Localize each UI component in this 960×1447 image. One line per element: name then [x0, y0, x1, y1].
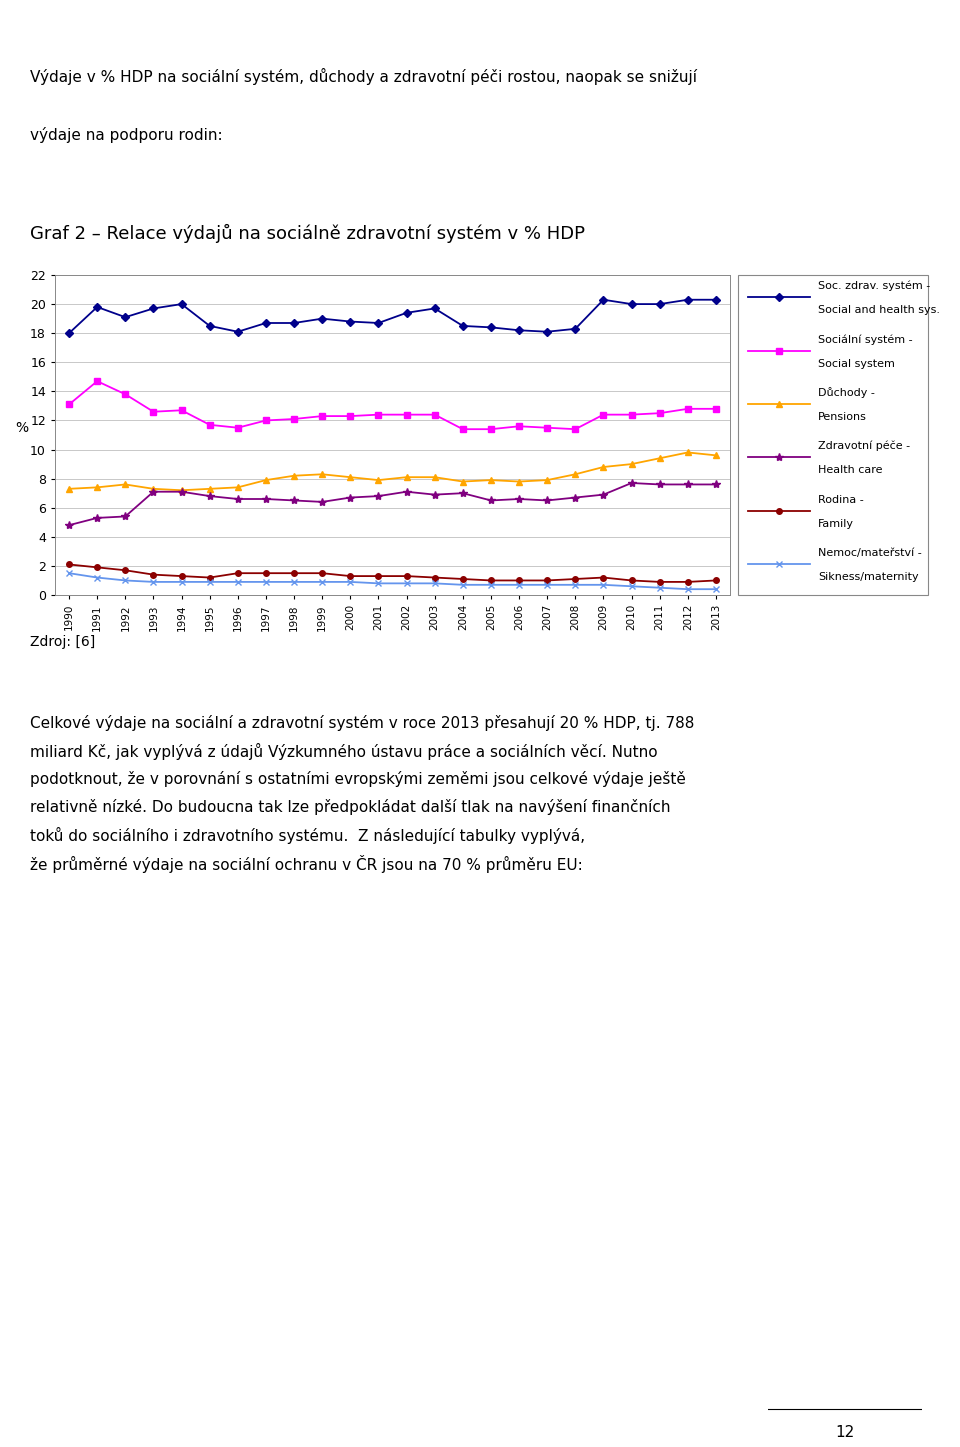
Text: Health care: Health care — [818, 464, 882, 475]
Text: Social and health sys.: Social and health sys. — [818, 305, 940, 315]
Text: Důchody -: Důchody - — [818, 388, 875, 398]
Text: že průměrné výdaje na sociální ochranu v ČR jsou na 70 % průměru EU:: že průměrné výdaje na sociální ochranu v… — [30, 855, 583, 873]
Text: Sikness/maternity: Sikness/maternity — [818, 572, 919, 582]
Text: relativně nízké. Do budoucna tak lze předpokládat další tlak na navýšení finančn: relativně nízké. Do budoucna tak lze pře… — [30, 799, 670, 815]
Text: podotknout, že v porovnání s ostatními evropskými zeměmi jsou celkové výdaje ješ: podotknout, že v porovnání s ostatními e… — [30, 771, 685, 787]
Text: Nemoc/mateřství -: Nemoc/mateřství - — [818, 548, 922, 559]
Text: Výdaje v % HDP na sociální systém, důchody a zdravotní péči rostou, naopak se sn: Výdaje v % HDP na sociální systém, důcho… — [30, 68, 697, 85]
Text: Family: Family — [818, 518, 853, 528]
FancyBboxPatch shape — [738, 275, 928, 595]
Text: Soc. zdrav. systém -: Soc. zdrav. systém - — [818, 281, 930, 291]
Text: miliard Kč, jak vyplývá z údajů Výzkumného ústavu práce a sociálních věcí. Nutno: miliard Kč, jak vyplývá z údajů Výzkumné… — [30, 742, 658, 760]
Text: Pensions: Pensions — [818, 412, 867, 423]
Y-axis label: %: % — [15, 421, 29, 436]
Text: Zdravotní péče -: Zdravotní péče - — [818, 441, 910, 451]
Text: Sociální systém -: Sociální systém - — [818, 334, 912, 344]
Text: Rodina -: Rodina - — [818, 495, 864, 505]
Text: Graf 2 – Relace výdajů na sociálně zdravotní systém v % HDP: Graf 2 – Relace výdajů na sociálně zdrav… — [30, 224, 585, 243]
Text: výdaje na podporu rodin:: výdaje na podporu rodin: — [30, 127, 223, 143]
Text: toků do sociálního i zdravotního systému.  Z následující tabulky vyplývá,: toků do sociálního i zdravotního systému… — [30, 828, 585, 844]
Text: Zdroj: [6]: Zdroj: [6] — [30, 635, 95, 650]
Text: Celkové výdaje na sociální a zdravotní systém v roce 2013 přesahují 20 % HDP, tj: Celkové výdaje na sociální a zdravotní s… — [30, 715, 694, 731]
Text: Social system: Social system — [818, 359, 895, 369]
Text: 12: 12 — [835, 1425, 854, 1440]
